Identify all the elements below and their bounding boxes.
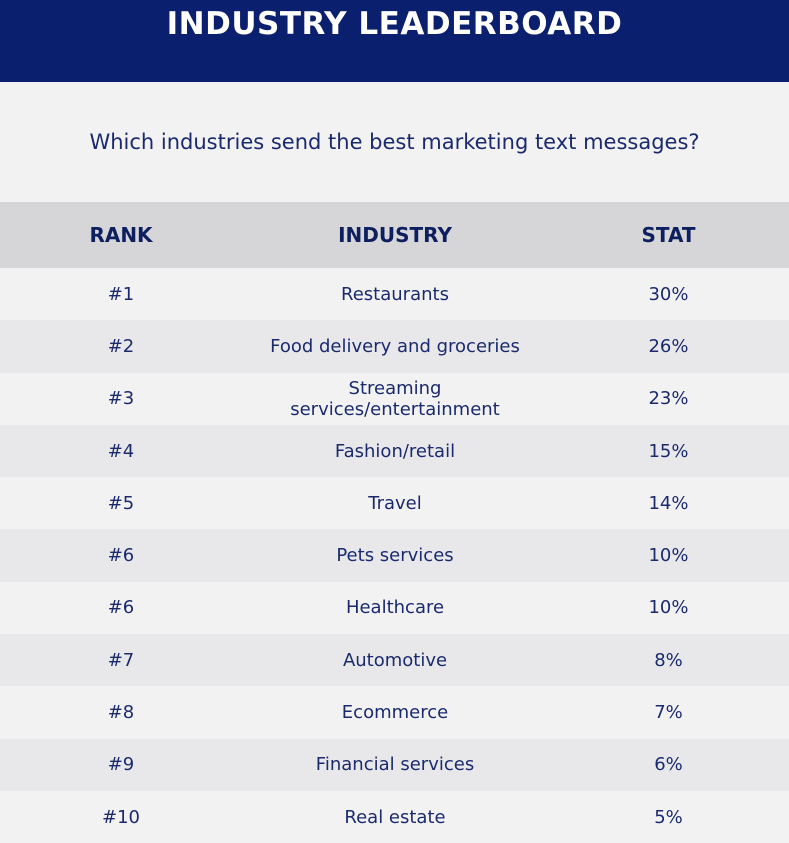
stat-cell: 10%: [648, 545, 689, 567]
table-row: #6 Pets services 10%: [0, 529, 789, 582]
table-header-row: RANK INDUSTRY STAT: [0, 202, 789, 268]
rank-cell: #6: [107, 597, 135, 619]
rank-cell: #5: [107, 492, 135, 514]
rank-cell: #8: [107, 702, 135, 724]
table-row: #8 Ecommerce 7%: [0, 686, 789, 739]
page-subtitle: Which industries send the best marketing…: [89, 130, 700, 154]
column-header-rank: RANK: [89, 223, 153, 247]
table-row: #10 Real estate 5%: [0, 790, 789, 843]
title-banner: INDUSTRY LEADERBOARD: [0, 0, 789, 82]
table-row: #5 Travel 14%: [0, 477, 789, 530]
rank-cell: #4: [107, 440, 135, 462]
stat-cell: 8%: [654, 649, 683, 671]
table-row: #2 Food delivery and groceries 26%: [0, 320, 789, 373]
stat-cell: 10%: [648, 597, 689, 619]
stat-cell: 26%: [648, 335, 689, 357]
rank-cell: #10: [102, 806, 140, 828]
table-row: #9 Financial services 6%: [0, 738, 789, 791]
industry-cell: Pets services: [336, 545, 454, 567]
stat-cell: 14%: [648, 492, 689, 514]
stat-cell: 23%: [648, 388, 689, 410]
stat-cell: 7%: [654, 702, 683, 724]
table-row: #1 Restaurants 30%: [0, 268, 789, 321]
table-row: #3 Streaming services/entertainment 23%: [0, 372, 789, 425]
rank-cell: #3: [107, 388, 135, 410]
industry-cell: Restaurants: [341, 283, 449, 305]
column-header-stat: STAT: [641, 223, 696, 247]
leaderboard-table: RANK INDUSTRY STAT #1 Restaurants 30% #2…: [0, 202, 789, 843]
stat-cell: 15%: [648, 440, 689, 462]
table-row: #7 Automotive 8%: [0, 634, 789, 687]
industry-cell: Food delivery and groceries: [270, 335, 520, 357]
industry-cell: Fashion/retail: [334, 440, 456, 462]
industry-cell: Financial services: [315, 754, 475, 776]
industry-cell: Travel: [368, 492, 422, 514]
page-title: INDUSTRY LEADERBOARD: [166, 6, 623, 42]
rank-cell: #1: [107, 283, 135, 305]
stat-cell: 5%: [654, 806, 683, 828]
rank-cell: #6: [107, 545, 135, 567]
table-row: #4 Fashion/retail 15%: [0, 424, 789, 478]
industry-cell: Ecommerce: [341, 702, 449, 724]
rank-cell: #9: [107, 754, 135, 776]
industry-cell: Streaming services/entertainment: [290, 377, 500, 420]
industry-cell: Real estate: [344, 806, 446, 828]
industry-cell: Healthcare: [345, 597, 445, 619]
stat-cell: 6%: [654, 754, 683, 776]
column-header-industry: INDUSTRY: [338, 223, 452, 247]
rank-cell: #7: [107, 649, 135, 671]
table-row: #6 Healthcare 10%: [0, 581, 789, 635]
stat-cell: 30%: [648, 283, 689, 305]
industry-cell: Automotive: [342, 649, 448, 671]
rank-cell: #2: [107, 335, 135, 357]
